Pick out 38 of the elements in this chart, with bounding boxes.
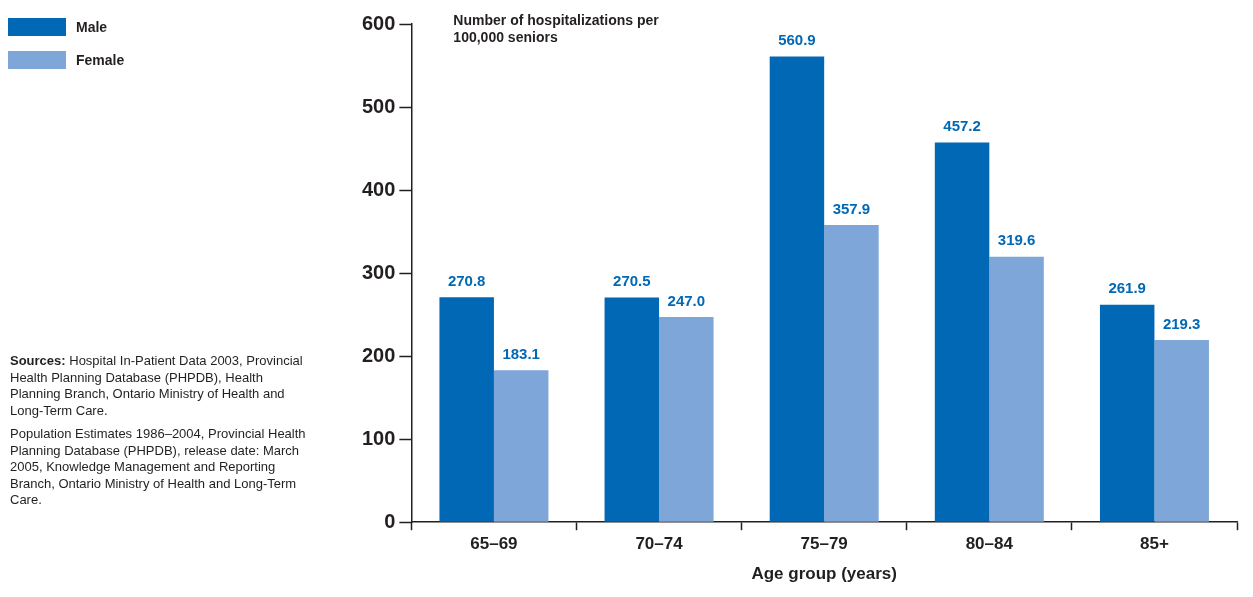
y-tick-label: 500: [361, 94, 396, 117]
bar: [439, 297, 494, 522]
text: Population Estimates 1986–2004, Provincial Health Planning Database (PHPDB), release date: March 2005, Knowledge Management and Reporting Branch, Ontario Ministry of Health and Long-Term Care.: [10, 426, 306, 507]
y-tick-label: 200: [361, 343, 396, 366]
x-tick-label: 70–74: [635, 534, 684, 554]
data-label: 183.1: [502, 344, 540, 362]
data-label: 357.9: [832, 199, 871, 217]
bar: [659, 317, 714, 522]
y-tick-label: 400: [361, 177, 396, 200]
legend-label: Female: [76, 51, 125, 68]
legend-label: Male: [76, 18, 108, 35]
data-label: 247.0: [667, 291, 706, 309]
x-tick-label: 75–79: [800, 534, 848, 554]
x-tick-label: 65–69: [470, 534, 518, 554]
data-label: 219.3: [1162, 314, 1201, 332]
data-label: 270.5: [613, 272, 651, 290]
x-tick-label: 85+: [1140, 534, 1169, 554]
bar: [769, 56, 825, 522]
bar: [824, 225, 879, 522]
data-label: 457.2: [943, 117, 981, 135]
y-tick-label: 300: [361, 260, 396, 283]
bar: [493, 370, 549, 522]
y-tick-label: 600: [361, 11, 396, 34]
y-tick-label: 0: [384, 509, 396, 532]
data-label: 319.6: [997, 231, 1036, 249]
y-tick-label: 100: [361, 426, 396, 449]
data-label: 560.9: [778, 31, 816, 49]
source-note: Sources: Hospital In-Patient Data 2003, Provincial Health Planning Database (PHPDB), Health Planning Branch, Ontario Ministry of Health and Long-Term Care.: [10, 353, 303, 418]
bar: [1154, 340, 1209, 522]
bar: [934, 142, 990, 522]
data-label: 270.8: [447, 271, 486, 289]
bar: [989, 256, 1044, 522]
y-axis-title: Number of hospitalizations per 100,000 seniors: [453, 11, 660, 45]
data-label: 261.9: [1108, 279, 1146, 297]
x-axis-title: Age group (years): [751, 564, 897, 584]
bar: [1099, 304, 1155, 522]
x-tick-label: 80–84: [965, 534, 1014, 554]
bar: [604, 297, 660, 522]
